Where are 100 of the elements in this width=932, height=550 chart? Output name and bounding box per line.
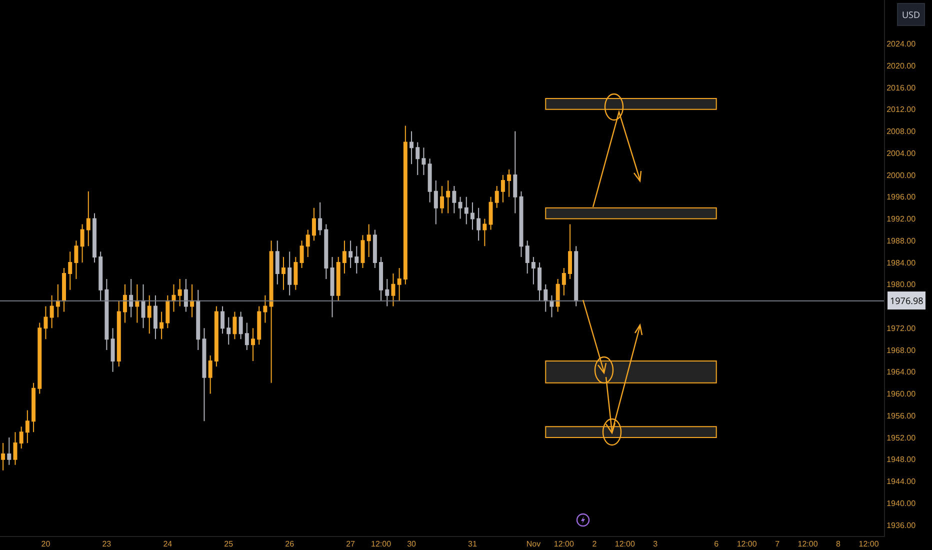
candlestick: [366, 224, 371, 258]
candlestick: [141, 284, 146, 329]
candlestick: [422, 147, 426, 176]
candlestick: [294, 256, 298, 290]
y-tick-label: 1964.00: [886, 368, 916, 377]
candlestick: [410, 130, 414, 165]
candlestick: [397, 268, 402, 302]
candlestick: [13, 432, 18, 466]
y-tick-label: 1984.00: [886, 258, 916, 268]
candlestick: [147, 294, 152, 334]
candlestick: [244, 322, 249, 351]
candlestick: [104, 278, 109, 351]
candlestick: [476, 207, 481, 242]
candlestick: [403, 125, 408, 285]
candlestick: [166, 294, 170, 329]
candlestick: [306, 229, 310, 258]
candlestick: [458, 196, 462, 220]
y-tick-label: 2008.00: [886, 127, 916, 136]
candlestick: [360, 234, 365, 268]
x-tick-label: 12:00: [371, 540, 392, 549]
candlestick: [446, 180, 450, 214]
x-tick-label: 23: [102, 540, 112, 549]
candlestick: [440, 185, 444, 214]
candlestick: [184, 278, 188, 312]
candlestick: [232, 311, 237, 340]
y-tick-label: 1940.00: [886, 498, 916, 508]
candlestick: [238, 311, 243, 340]
candlestick: [482, 218, 487, 247]
candlestick: [68, 251, 72, 290]
candlestick: [1, 442, 6, 471]
x-tick-label: Nov: [526, 540, 541, 549]
x-tick-label: 2: [592, 540, 598, 549]
candlestick: [44, 306, 48, 340]
y-tick-label: 2012.00: [886, 105, 916, 114]
candlestick: [190, 284, 194, 318]
x-tick-label: 12:00: [614, 540, 636, 549]
x-tick-label: 24: [163, 540, 173, 549]
candlestick: [562, 268, 566, 296]
x-tick-label: 3: [653, 540, 658, 549]
candlestick: [488, 196, 493, 230]
x-tick-label: 30: [407, 540, 417, 549]
x-tick-label: 12:00: [554, 540, 574, 549]
y-tick-label: 2016.00: [886, 83, 916, 92]
candlestick: [122, 284, 127, 324]
candlestick: [269, 240, 274, 384]
candlestick: [312, 207, 316, 242]
text: USD: [902, 8, 920, 21]
candlestick: [202, 328, 206, 422]
candlestick: [62, 268, 66, 312]
candlestick: [98, 251, 103, 302]
y-tick-label: 1936.00: [886, 520, 916, 530]
y-tick-label: 1980.00: [886, 280, 916, 290]
candlestick: [263, 294, 268, 324]
candlestick: [74, 240, 78, 280]
x-tick-label: 7: [775, 540, 780, 549]
candlestick: [208, 355, 212, 394]
x-tick-label: 25: [224, 540, 234, 549]
y-tick-label: 1988.00: [886, 236, 916, 246]
y-tick-label: 2020.00: [886, 61, 916, 70]
candlestick: [172, 284, 176, 312]
candlestick: [220, 306, 225, 334]
candlestick: [434, 180, 438, 225]
candlestick: [544, 284, 548, 312]
x-tick-label: 6: [714, 540, 720, 549]
candlestick: [538, 262, 542, 302]
x-tick-label: 12:00: [858, 540, 880, 549]
candlestick: [135, 284, 140, 324]
candlestick: [178, 278, 182, 307]
candlestick: [19, 426, 24, 449]
candlestick: [531, 256, 536, 285]
x-tick-label: 27: [346, 540, 356, 549]
y-tick-label: 1952.00: [886, 433, 916, 442]
x-tick-label: 31: [468, 540, 478, 549]
candlestick: [110, 328, 115, 372]
candlestick: [525, 240, 530, 274]
candlestick: [25, 410, 30, 444]
candlestick: [336, 256, 340, 302]
candlestick: [116, 300, 121, 367]
candlestick: [257, 306, 262, 346]
candlestick: [391, 272, 396, 307]
candlestick: [7, 437, 12, 466]
candlestick: [452, 185, 456, 214]
candlestick: [92, 212, 96, 264]
candlestick: [500, 174, 505, 203]
candlestick: [556, 278, 560, 312]
x-tick-label: 8: [836, 540, 842, 549]
y-tick-label: 1944.00: [886, 477, 916, 486]
candlestick: [318, 202, 322, 236]
x-tick-label: 12:00: [736, 540, 758, 549]
y-tick-label: 2024.00: [886, 40, 916, 49]
candlestick: [50, 294, 54, 329]
candlestick: [226, 316, 231, 346]
candlestick: [348, 240, 353, 268]
y-tick-label: 1968.00: [886, 346, 916, 355]
candlestick: [464, 196, 468, 225]
candlestick: [568, 224, 572, 280]
candlestick: [196, 289, 200, 351]
y-tick-label: 2004.00: [886, 148, 916, 158]
candlestick: [416, 142, 420, 176]
candlestick: [354, 246, 359, 274]
